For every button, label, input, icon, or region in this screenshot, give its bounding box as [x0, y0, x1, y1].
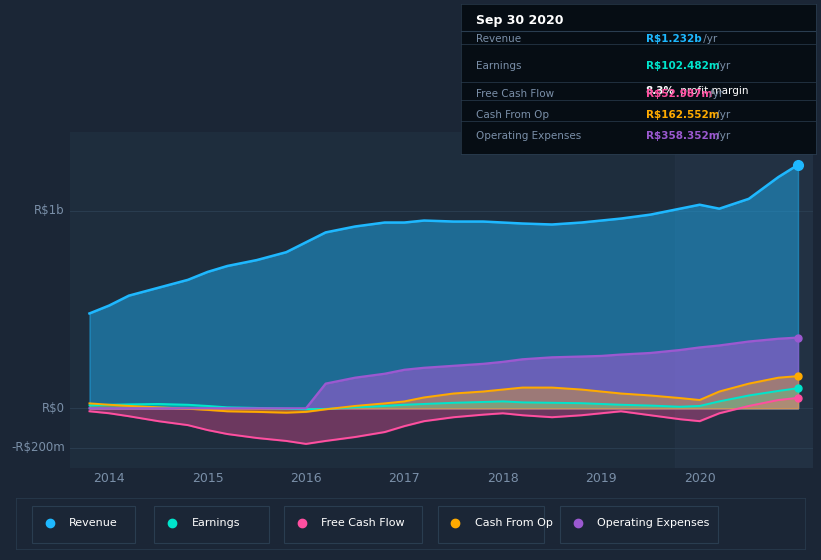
Text: -R$200m: -R$200m — [11, 441, 65, 454]
Text: R$358.352m: R$358.352m — [646, 132, 719, 142]
Text: R$162.552m: R$162.552m — [646, 110, 719, 120]
Text: Operating Expenses: Operating Expenses — [598, 517, 709, 528]
Text: /yr: /yr — [699, 34, 717, 44]
Text: 8.3%: 8.3% — [646, 86, 675, 96]
Text: Free Cash Flow: Free Cash Flow — [322, 517, 405, 528]
Text: /yr: /yr — [713, 110, 731, 120]
Text: Cash From Op: Cash From Op — [475, 110, 548, 120]
Text: profit margin: profit margin — [677, 86, 749, 96]
Text: Operating Expenses: Operating Expenses — [475, 132, 580, 142]
Text: R$0: R$0 — [42, 402, 65, 415]
Text: R$102.482m: R$102.482m — [646, 61, 719, 71]
Text: R$1b: R$1b — [34, 204, 65, 217]
Text: Cash From Op: Cash From Op — [475, 517, 553, 528]
Text: Free Cash Flow: Free Cash Flow — [475, 90, 553, 100]
Text: Earnings: Earnings — [475, 61, 521, 71]
Text: Earnings: Earnings — [191, 517, 240, 528]
Text: /yr: /yr — [713, 132, 731, 142]
Text: R$1.232b: R$1.232b — [646, 34, 702, 44]
Text: /yr: /yr — [713, 61, 731, 71]
Bar — [675, 132, 813, 468]
Text: Sep 30 2020: Sep 30 2020 — [475, 15, 563, 27]
Text: Revenue: Revenue — [475, 34, 521, 44]
Text: Revenue: Revenue — [69, 517, 118, 528]
Text: R$52.987m: R$52.987m — [646, 90, 712, 100]
Text: /yr: /yr — [707, 90, 724, 100]
